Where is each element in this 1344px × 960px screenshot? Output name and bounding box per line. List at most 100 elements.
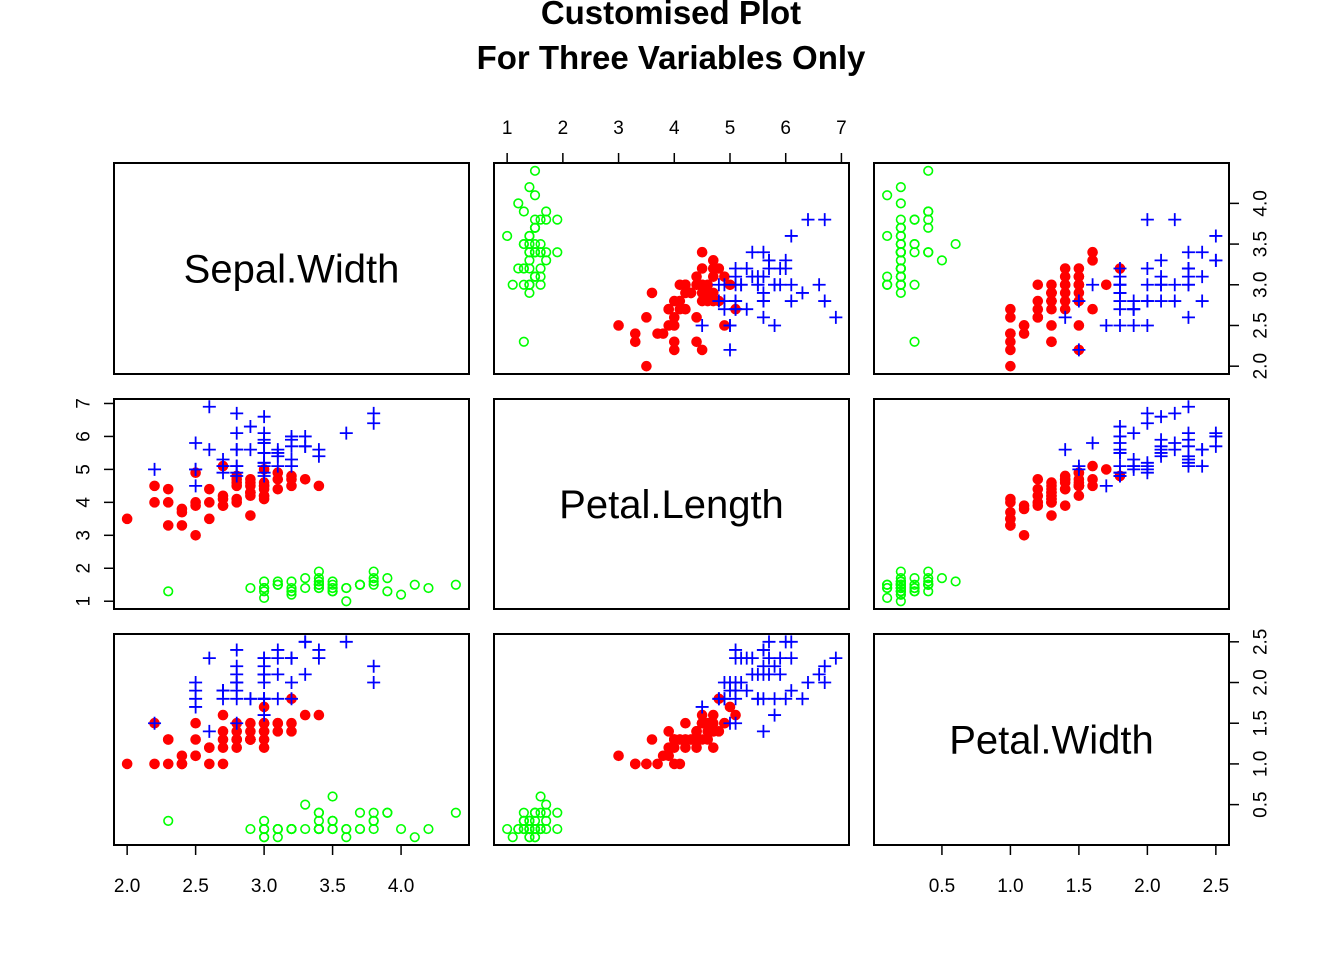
point-circle-filled-r3c1-36 bbox=[313, 709, 325, 721]
point-circle-open-r2c1-25 bbox=[313, 566, 324, 577]
point-plus-r3c2-50 bbox=[729, 692, 743, 706]
point-plus-r3c2-35 bbox=[756, 724, 770, 738]
point-plus-r2c3-33 bbox=[1168, 443, 1182, 457]
point-plus-r1c3-23 bbox=[1140, 294, 1154, 308]
tick-label: 7 bbox=[74, 398, 95, 409]
point-circle-filled-r1c3-38 bbox=[1046, 336, 1057, 348]
point-circle-filled-r1c3-42 bbox=[1059, 279, 1071, 291]
point-circle-filled-r1c3-34 bbox=[1087, 303, 1098, 315]
point-plus-r1c2-8 bbox=[795, 286, 809, 300]
point-plus-r2c3-49 bbox=[1181, 449, 1195, 463]
point-plus-r2c1-50 bbox=[257, 459, 271, 473]
point-plus-r3c1-19 bbox=[202, 651, 216, 665]
point-circle-filled-r2c1-32 bbox=[176, 506, 188, 518]
point-circle-filled-r3c1-2 bbox=[286, 717, 297, 729]
point-circle-open-r1c3-49 bbox=[895, 222, 906, 233]
point-plus-r3c2-7 bbox=[695, 700, 709, 714]
point-plus-r3c1-50 bbox=[257, 692, 271, 706]
point-circle-open-r3c1-15 bbox=[395, 823, 407, 835]
point-plus-r2c3-44 bbox=[1181, 433, 1195, 447]
point-circle-filled-r2c3-10 bbox=[1059, 500, 1071, 511]
point-circle-open-r1c3-44 bbox=[950, 238, 961, 250]
point-plus-r1c3-45 bbox=[1209, 253, 1223, 267]
point-circle-open-r1c3-14 bbox=[882, 279, 893, 290]
point-circle-filled-r1c3-50 bbox=[1046, 295, 1057, 307]
point-circle-open-r1c3-40 bbox=[895, 247, 906, 258]
point-circle-filled-r1c3-30 bbox=[1005, 312, 1016, 323]
tick-label: 2.0 bbox=[114, 876, 140, 897]
axis-right-sepal-width: 2.0 2.5 3.0 3.5 4.0 bbox=[1228, 190, 1272, 379]
tick-label: 4.0 bbox=[388, 876, 414, 897]
point-circle-open-r1c3-9 bbox=[895, 287, 906, 299]
point-plus-r3c2-31 bbox=[784, 684, 798, 698]
tick-label: 2 bbox=[74, 563, 95, 574]
point-plus-r2c3-41 bbox=[1195, 443, 1209, 457]
point-circle-open-r3c1-9 bbox=[245, 823, 256, 835]
point-circle-open-r3c1-39 bbox=[259, 823, 270, 835]
point-circle-filled-r1c2-36 bbox=[696, 246, 708, 258]
point-plus-r2c3-35 bbox=[1058, 443, 1072, 457]
point-plus-r3c2-5 bbox=[768, 659, 782, 673]
point-circle-open-r2c3-17 bbox=[923, 586, 934, 597]
point-circle-open-r2c3-23 bbox=[895, 596, 906, 607]
point-plus-r2c3-15 bbox=[1195, 459, 1209, 473]
point-circle-filled-r3c2-10 bbox=[663, 726, 675, 737]
point-circle-open-r2c3-6 bbox=[923, 573, 934, 584]
point-circle-open-r1c2-9 bbox=[524, 287, 535, 299]
tick-label: 7 bbox=[836, 118, 847, 139]
point-circle-filled-r3c2-15 bbox=[646, 734, 658, 745]
point-plus-r2c1-7 bbox=[189, 479, 203, 493]
point-circle-filled-r2c3-12 bbox=[1073, 490, 1085, 502]
point-circle-open-r3c2-47 bbox=[535, 823, 546, 835]
point-circle-open-r1c2-36 bbox=[513, 263, 524, 274]
point-circle-filled-r1c2-44 bbox=[629, 336, 641, 348]
point-plus-r3c2-49 bbox=[745, 651, 759, 665]
point-circle-filled-r3c1-46 bbox=[258, 742, 270, 753]
point-circle-open-r2c1-40 bbox=[313, 579, 324, 590]
point-circle-filled-r2c1-21 bbox=[286, 470, 297, 482]
point-plus-r3c1-33 bbox=[230, 659, 244, 673]
point-circle-open-r3c1-37 bbox=[327, 823, 338, 835]
diagonal-label-petal-length: Petal.Length bbox=[559, 483, 784, 527]
point-circle-filled-r1c2-2 bbox=[696, 263, 708, 274]
chart-title-line-2: For Three Variables Only bbox=[477, 39, 866, 76]
point-plus-r3c2-45 bbox=[762, 635, 776, 649]
point-plus-r3c1-8 bbox=[243, 692, 257, 706]
point-circle-filled-r1c2-49 bbox=[613, 320, 624, 331]
point-plus-r1c2-30 bbox=[768, 278, 782, 292]
point-circle-filled-r3c1-38 bbox=[162, 734, 174, 745]
point-circle-open-r1c3-41 bbox=[909, 238, 920, 250]
point-circle-filled-r2c1-16 bbox=[272, 483, 284, 495]
point-circle-filled-r1c3-36 bbox=[1087, 246, 1098, 258]
point-circle-open-r1c2-39 bbox=[518, 279, 529, 290]
point-circle-filled-r3c1-40 bbox=[190, 734, 201, 745]
point-plus-r1c3-20 bbox=[1072, 343, 1086, 357]
point-plus-r2c3-48 bbox=[1140, 456, 1154, 470]
point-plus-r3c2-46 bbox=[734, 651, 748, 665]
point-circle-open-r3c1-10 bbox=[272, 832, 283, 843]
point-circle-filled-r2c1-49 bbox=[190, 530, 201, 541]
point-circle-filled-r2c1-11 bbox=[121, 513, 133, 525]
point-circle-open-r3c2-23 bbox=[502, 823, 513, 835]
point-plus-r1c2-37 bbox=[756, 245, 770, 259]
point-circle-filled-r1c3-27 bbox=[1059, 295, 1071, 307]
point-circle-filled-r2c3-28 bbox=[1100, 464, 1112, 475]
point-circle-open-r1c2-26 bbox=[535, 279, 546, 290]
point-circle-open-r1c2-34 bbox=[524, 181, 535, 193]
point-plus-r2c1-36 bbox=[257, 426, 271, 440]
point-plus-r3c1-44 bbox=[285, 651, 298, 665]
point-plus-r1c2-32 bbox=[801, 213, 815, 227]
tick-label: 2.5 bbox=[1251, 312, 1272, 338]
axis-left-petal-length: 1 2 3 4 5 6 7 bbox=[74, 398, 115, 607]
point-circle-filled-r1c2-13 bbox=[668, 344, 680, 356]
point-circle-open-r3c2-32 bbox=[529, 807, 541, 818]
tick-label: 2 bbox=[558, 118, 569, 139]
point-circle-filled-r1c3-28 bbox=[1100, 279, 1112, 291]
point-circle-open-r2c1-15 bbox=[395, 589, 407, 600]
point-plus-r3c1-45 bbox=[298, 635, 312, 649]
point-circle-open-r1c2-50 bbox=[524, 255, 535, 266]
point-circle-open-r1c2-46 bbox=[524, 279, 535, 290]
point-circle-filled-r1c3-37 bbox=[1073, 271, 1085, 282]
point-circle-open-r1c3-37 bbox=[895, 238, 906, 250]
panel-r2-c3 bbox=[873, 398, 1230, 610]
